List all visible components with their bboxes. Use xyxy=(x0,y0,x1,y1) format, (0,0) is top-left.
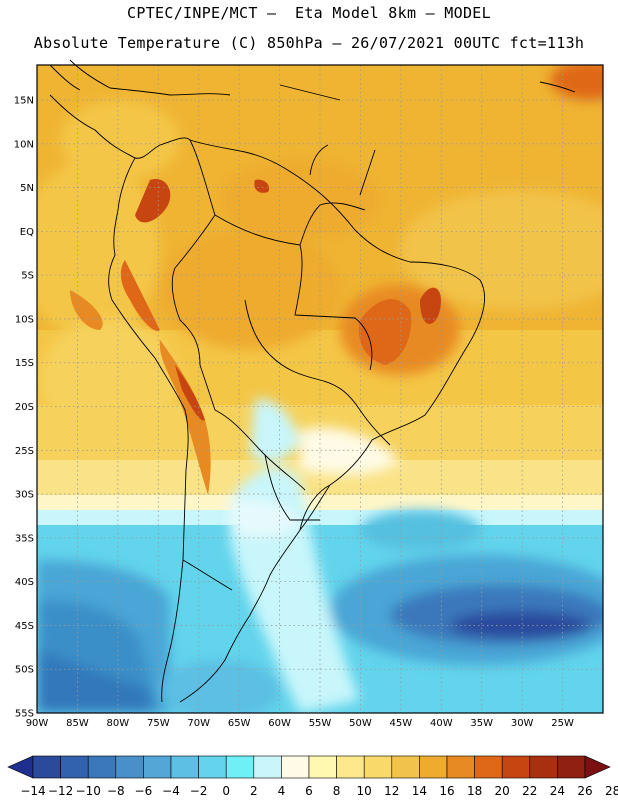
lon-label: 45W xyxy=(390,718,413,729)
colorbar-label: 22 xyxy=(522,784,537,798)
lat-label: 40S xyxy=(15,577,34,588)
colorbar-segment xyxy=(308,755,337,779)
colorbar-labels: −14 −12 −10 −8 −6 −4 −2 0 2 4 6 8 10 12 14 16 18 20 22 24 26… xyxy=(20,784,618,798)
colorbar-label: 14 xyxy=(412,784,427,798)
map-title-line2: Absolute Temperature (C) 850hPa – 26/07/… xyxy=(33,34,585,52)
lat-label: 25S xyxy=(15,446,34,457)
lon-label: 40W xyxy=(430,718,453,729)
lat-label: 15S xyxy=(15,358,34,369)
lon-label: 65W xyxy=(228,718,251,729)
colorbar-segment xyxy=(529,755,558,779)
lon-label: 25W xyxy=(551,718,574,729)
lat-label: 55S xyxy=(15,709,34,720)
colorbar-segment xyxy=(143,755,172,779)
lat-label: 5N xyxy=(20,183,34,194)
colorbar-segment xyxy=(391,755,420,779)
colorbar-segment xyxy=(446,755,475,779)
lon-label: 85W xyxy=(66,718,89,729)
lon-label: 80W xyxy=(107,718,130,729)
colorbar-segment xyxy=(363,755,393,779)
graticule xyxy=(37,65,603,713)
colorbar-label: 28 xyxy=(605,784,618,798)
colorbar-segment xyxy=(419,755,448,779)
colorbar-segment xyxy=(474,755,503,779)
colorbar xyxy=(7,755,611,779)
lon-label: 60W xyxy=(268,718,291,729)
colorbar-segment xyxy=(336,755,365,779)
colorbar-segment xyxy=(225,755,255,779)
temperature-field xyxy=(37,65,603,713)
map-title-line1: CPTEC/INPE/MCT – Eta Model 8km – MODEL xyxy=(127,4,491,22)
lat-label: 15N xyxy=(14,96,34,107)
lat-label: 10S xyxy=(15,314,34,325)
coastline-outline xyxy=(49,59,576,703)
lon-label: 75W xyxy=(147,718,170,729)
colorbar-label: 2 xyxy=(250,784,258,798)
colorbar-label: 26 xyxy=(577,784,592,798)
colorbar-label: 18 xyxy=(467,784,482,798)
colorbar-label: −4 xyxy=(162,784,180,798)
lat-label: 50S xyxy=(15,665,34,676)
colorbar-label: −12 xyxy=(48,784,73,798)
lat-label: 5S xyxy=(21,271,34,282)
colorbar-segment xyxy=(557,755,586,779)
colorbar-label: 8 xyxy=(333,784,341,798)
longitude-labels: 90W 85W 80W 75W 70W 65W 60W 55W 50W 45W 40W 35W 30W 2… xyxy=(26,718,574,729)
colorbar-segment xyxy=(501,755,531,779)
lon-label: 50W xyxy=(349,718,372,729)
map-frame xyxy=(36,64,604,714)
lon-label: 70W xyxy=(187,718,210,729)
lat-label: 30S xyxy=(15,490,34,501)
lon-label: 35W xyxy=(470,718,493,729)
lat-label: 20S xyxy=(15,402,34,413)
colorbar-label: 16 xyxy=(439,784,454,798)
latitude-labels: 15N 10N 5N EQ 5S 10S 15S 20S 25S 30S 35S 40S 45S 50S 5… xyxy=(14,96,34,720)
colorbar-segment xyxy=(281,755,310,779)
colorbar-segment xyxy=(198,755,227,779)
lat-label: EQ xyxy=(20,227,34,238)
colorbar-segment xyxy=(60,755,89,779)
colorbar-segment xyxy=(253,755,282,779)
colorbar-label: 4 xyxy=(278,784,286,798)
lon-label: 90W xyxy=(26,718,49,729)
colorbar-segment xyxy=(32,755,61,779)
colorbar-label: 12 xyxy=(384,784,399,798)
colorbar-low-arrow xyxy=(7,755,34,779)
lat-label: 45S xyxy=(15,621,34,632)
colorbar-label: 0 xyxy=(222,784,230,798)
colorbar-label: 24 xyxy=(550,784,565,798)
colorbar-label: 10 xyxy=(357,784,372,798)
colorbar-label: 20 xyxy=(495,784,510,798)
colorbar-label: −8 xyxy=(107,784,125,798)
colorbar-segment xyxy=(115,755,144,779)
lon-label: 30W xyxy=(511,718,534,729)
colorbar-label: −10 xyxy=(76,784,101,798)
colorbar-label: 6 xyxy=(305,784,313,798)
colorbar-segment xyxy=(87,755,117,779)
colorbar-label: −6 xyxy=(135,784,153,798)
lon-label: 55W xyxy=(309,718,332,729)
colorbar-segment xyxy=(170,755,199,779)
colorbar-high-arrow xyxy=(584,755,611,779)
lat-label: 10N xyxy=(14,139,34,150)
colorbar-label: −2 xyxy=(190,784,208,798)
lat-label: 35S xyxy=(15,533,34,544)
colorbar-label: −14 xyxy=(20,784,45,798)
